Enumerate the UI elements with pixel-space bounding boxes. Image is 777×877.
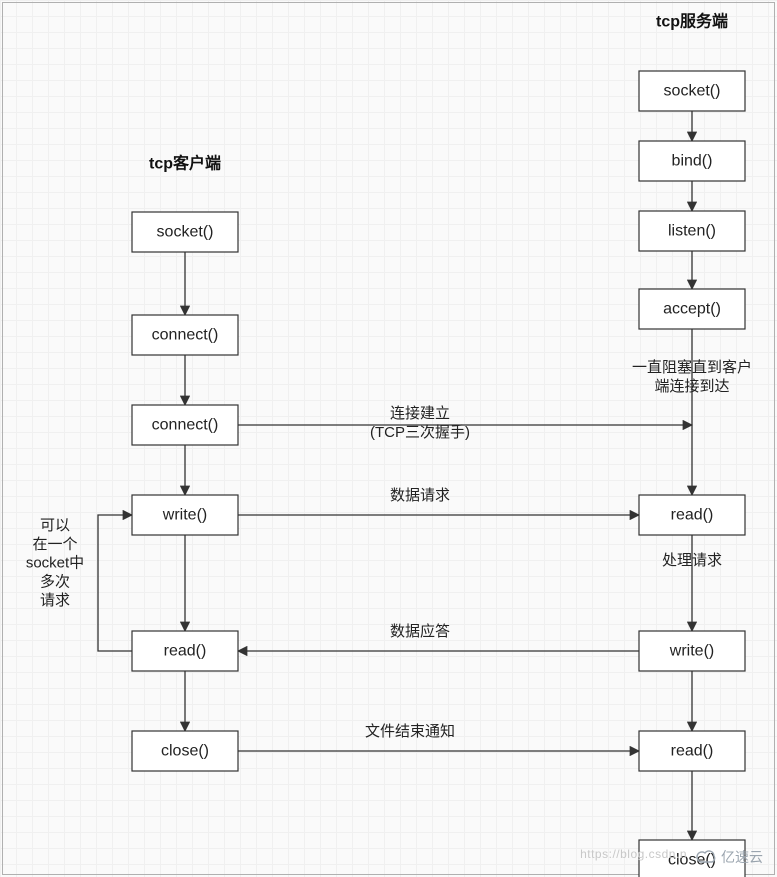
node-s_read2: read() <box>639 731 745 771</box>
svg-text:socket(): socket() <box>664 83 721 100</box>
hedge-label-s_write: 数据应答 <box>390 622 450 640</box>
title-server: tcp服务端 <box>656 12 728 31</box>
title-client: tcp客户端 <box>149 154 221 173</box>
loop-label: 可以在一个socket中多次请求 <box>26 517 84 609</box>
flowchart-svg: socket() connect() connect() write() read() c… <box>0 0 777 877</box>
svg-text:close(): close() <box>161 743 209 760</box>
node-s_read1: read() <box>639 495 745 535</box>
edge-label-s_read1-s_write: 处理请求 <box>662 552 722 569</box>
node-c_close: close() <box>132 731 238 771</box>
svg-text:write(): write() <box>669 643 714 660</box>
svg-text:socket(): socket() <box>157 224 214 241</box>
node-c_write: write() <box>132 495 238 535</box>
node-c_socket: socket() <box>132 212 238 252</box>
node-s_accept: accept() <box>639 289 745 329</box>
svg-text:write(): write() <box>162 507 207 524</box>
svg-text:listen(): listen() <box>668 223 716 240</box>
node-s_listen: listen() <box>639 211 745 251</box>
hedge-label-c_write: 数据请求 <box>390 487 450 504</box>
svg-text:read(): read() <box>164 643 207 660</box>
brand-text: 亿速云 <box>721 847 763 867</box>
node-c_connect2: connect() <box>132 405 238 445</box>
watermark: https://blog.csdn.n <box>580 847 687 861</box>
svg-text:connect(): connect() <box>152 327 219 344</box>
brand-badge: 亿速云 <box>695 847 763 867</box>
svg-text:connect(): connect() <box>152 417 219 434</box>
hedge-label-c_connect2: 连接建立(TCP三次握手) <box>370 405 470 441</box>
svg-text:bind(): bind() <box>672 153 713 170</box>
node-s_write: write() <box>639 631 745 671</box>
node-c_connect1: connect() <box>132 315 238 355</box>
hedge-label-c_close: 文件结束通知 <box>365 723 455 740</box>
node-s_bind: bind() <box>639 141 745 181</box>
loop-edge <box>98 515 132 651</box>
node-s_socket: socket() <box>639 71 745 111</box>
svg-text:accept(): accept() <box>663 301 721 318</box>
node-c_read: read() <box>132 631 238 671</box>
svg-text:read(): read() <box>671 507 714 524</box>
svg-text:read(): read() <box>671 743 714 760</box>
